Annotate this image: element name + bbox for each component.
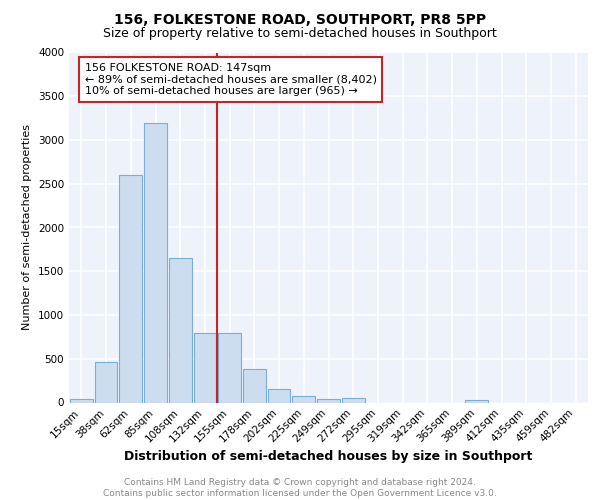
Text: 156 FOLKESTONE ROAD: 147sqm
← 89% of semi-detached houses are smaller (8,402)
10: 156 FOLKESTONE ROAD: 147sqm ← 89% of sem… xyxy=(85,63,377,96)
Y-axis label: Number of semi-detached properties: Number of semi-detached properties xyxy=(22,124,32,330)
Bar xyxy=(119,175,142,402)
Bar xyxy=(169,258,191,402)
Bar xyxy=(218,332,241,402)
Text: Contains HM Land Registry data © Crown copyright and database right 2024.
Contai: Contains HM Land Registry data © Crown c… xyxy=(103,478,497,498)
Bar xyxy=(317,399,340,402)
Bar xyxy=(95,362,118,403)
Bar xyxy=(243,369,266,402)
Bar xyxy=(194,332,216,402)
X-axis label: Distribution of semi-detached houses by size in Southport: Distribution of semi-detached houses by … xyxy=(124,450,533,463)
Text: Size of property relative to semi-detached houses in Southport: Size of property relative to semi-detach… xyxy=(103,28,497,40)
Bar xyxy=(70,399,93,402)
Bar xyxy=(144,122,167,402)
Text: 156, FOLKESTONE ROAD, SOUTHPORT, PR8 5PP: 156, FOLKESTONE ROAD, SOUTHPORT, PR8 5PP xyxy=(114,12,486,26)
Bar xyxy=(466,400,488,402)
Bar xyxy=(268,389,290,402)
Bar xyxy=(342,398,365,402)
Bar xyxy=(292,396,315,402)
